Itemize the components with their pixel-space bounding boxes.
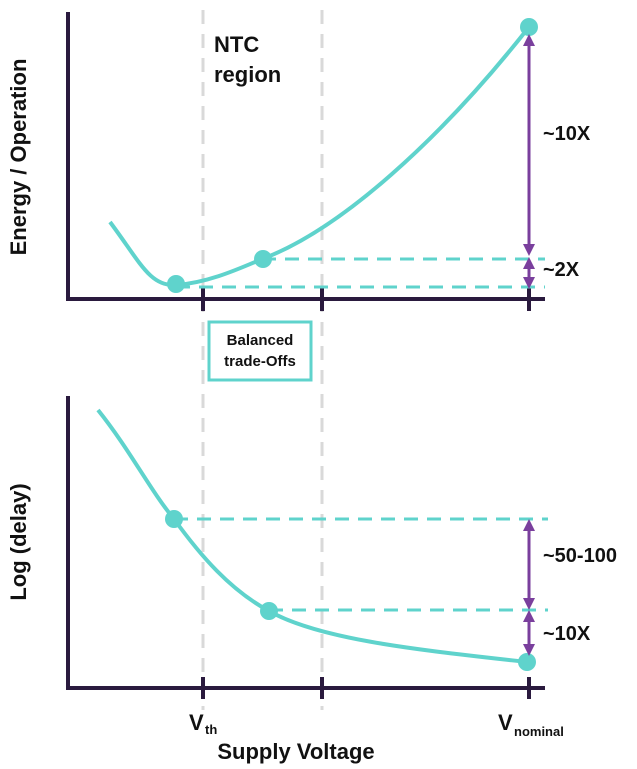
balanced-box-line2: trade-Offs: [224, 353, 296, 370]
balanced-box-frame: [207, 320, 313, 382]
ntc-region-label-line2: region: [214, 62, 281, 87]
x-axis-title: Supply Voltage: [217, 739, 374, 764]
energy-panel: Energy / Operation NTC region ~10X ~2X: [6, 12, 591, 311]
vnominal-label: V nominal: [498, 710, 564, 739]
energy-ratio-10x: ~10X: [543, 123, 591, 145]
delay-point-mid: [260, 602, 278, 620]
energy-curve: [108, 25, 531, 288]
delay-point-nominal: [518, 653, 536, 671]
delay-curve: [96, 408, 528, 664]
vnominal-label-main: V: [498, 710, 513, 735]
vth-label: V th: [189, 710, 217, 737]
delay-ratio-50-100: ~50-100: [543, 545, 617, 567]
energy-point-nominal: [520, 18, 538, 36]
delay-point-ntc: [165, 510, 183, 528]
balanced-tradeoffs-box: Balanced trade-Offs: [207, 320, 313, 382]
energy-axis-label: Energy / Operation: [6, 59, 31, 256]
vth-label-sub: th: [205, 722, 217, 737]
vnominal-label-sub: nominal: [514, 724, 564, 739]
balanced-box-line1: Balanced: [227, 332, 294, 349]
ntc-region-label-line1: NTC: [214, 32, 259, 57]
energy-point-ntc: [254, 250, 272, 268]
energy-point-min: [167, 275, 185, 293]
energy-ratio-2x: ~2X: [543, 259, 580, 281]
vth-label-main: V: [189, 710, 204, 735]
delay-panel: Log (delay) ~50-100 ~10X: [6, 396, 617, 699]
delay-axis-label: Log (delay): [6, 483, 31, 600]
delay-ratio-10x: ~10X: [543, 623, 591, 645]
